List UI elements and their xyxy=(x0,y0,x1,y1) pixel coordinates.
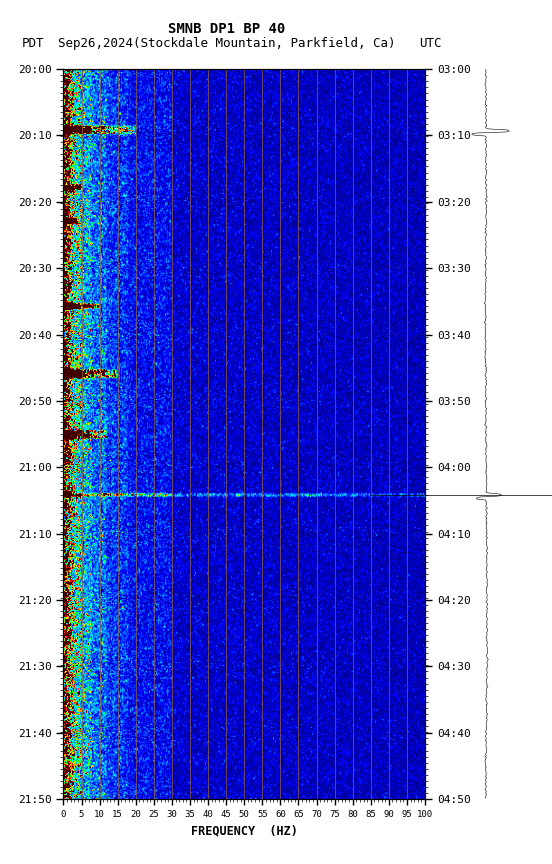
Text: Sep26,2024(Stockdale Mountain, Parkfield, Ca): Sep26,2024(Stockdale Mountain, Parkfield… xyxy=(57,37,395,50)
Text: UTC: UTC xyxy=(420,37,442,50)
Text: PDT: PDT xyxy=(22,37,45,50)
Text: SMNB DP1 BP 40: SMNB DP1 BP 40 xyxy=(168,22,285,35)
X-axis label: FREQUENCY  (HZ): FREQUENCY (HZ) xyxy=(191,824,298,837)
